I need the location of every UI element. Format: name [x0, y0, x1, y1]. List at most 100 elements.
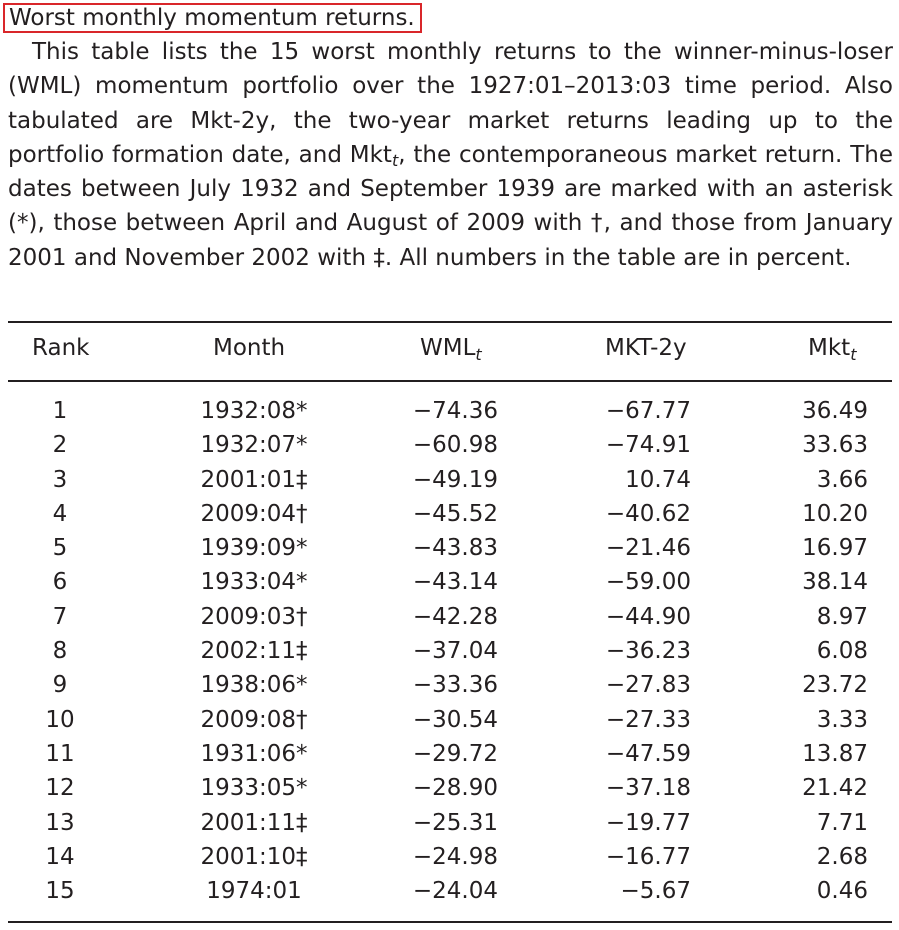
- cell-rank: 1: [52, 398, 68, 424]
- cell-wml: −43.14: [412, 569, 498, 596]
- header-mkt: Mktt: [808, 331, 856, 365]
- cell-mkt-2y: −40.62: [605, 500, 691, 527]
- cell-month: 1932:08*: [200, 398, 308, 424]
- cell-wml: −24.98: [412, 843, 498, 870]
- cell-wml: −42.28: [412, 603, 498, 630]
- table-row: 8 2002:11‡ −37.04 −36.23 6.08: [0, 634, 899, 668]
- cell-month: 1938:06*: [200, 672, 308, 699]
- cell-mkt: 8.97: [816, 603, 868, 630]
- cell-month: 2009:08†: [200, 706, 308, 733]
- table-row: 14 2001:10‡ −24.98 −16.77 2.68: [0, 840, 899, 874]
- cell-mkt: 16.97: [802, 535, 868, 562]
- cell-mkt-2y: −36.23: [605, 638, 691, 665]
- header-mkt-label: Mkt: [808, 335, 851, 361]
- cell-rank: 14: [45, 843, 75, 870]
- table-row: 9 1938:06* −33.36 −27.83 23.72: [0, 668, 899, 702]
- cell-mkt-2y: −37.18: [605, 775, 691, 802]
- table-bottom-rule: [8, 921, 892, 923]
- cell-wml: −43.83: [412, 535, 498, 562]
- header-mkt-2y: MKT-2y: [605, 335, 687, 361]
- header-wml: WMLt: [420, 331, 482, 365]
- cell-mkt-2y: −19.77: [605, 809, 691, 836]
- cell-wml: −37.04: [412, 638, 498, 665]
- cell-wml: −60.98: [412, 432, 498, 459]
- table-row: 10 2009:08† −30.54 −27.33 3.33: [0, 703, 899, 737]
- header-mkt-subscript: t: [850, 345, 857, 364]
- table-body: 1 1932:08* −74.36 −67.77 36.49 2 1932:07* −60.9…: [0, 394, 899, 908]
- caption-text-part-2: , the contemporaneous market return. The…: [8, 141, 893, 271]
- cell-month: 1931:06*: [200, 740, 308, 767]
- cell-month: 1939:09*: [200, 535, 308, 562]
- cell-wml: −49.19: [412, 466, 498, 493]
- cell-rank: 3: [52, 466, 68, 493]
- cell-mkt: 33.63: [802, 432, 868, 459]
- cell-rank: 5: [52, 535, 68, 562]
- cell-mkt-2y: −5.67: [620, 878, 691, 905]
- cell-rank: 6: [52, 569, 68, 596]
- cell-rank: 2: [52, 432, 68, 459]
- header-wml-label: WML: [420, 335, 476, 361]
- cell-rank: 11: [45, 740, 75, 767]
- cell-mkt-2y: −59.00: [605, 569, 691, 596]
- cell-rank: 8: [52, 638, 68, 665]
- cell-mkt-2y: −74.91: [605, 432, 691, 459]
- table-row: 2 1932:07* −60.98 −74.91 33.63: [0, 428, 899, 462]
- cell-rank: 9: [52, 672, 68, 699]
- table-row: 7 2009:03† −42.28 −44.90 8.97: [0, 600, 899, 634]
- caption-subscript: t: [391, 150, 399, 170]
- header-month: Month: [213, 335, 286, 361]
- table-row: 4 2009:04† −45.52 −40.62 10.20: [0, 497, 899, 531]
- cell-month: 1933:04*: [200, 569, 308, 596]
- cell-rank: 13: [45, 809, 75, 836]
- table-row: 6 1933:04* −43.14 −59.00 38.14: [0, 565, 899, 599]
- cell-wml: −25.31: [412, 809, 498, 836]
- table-row: 13 2001:11‡ −25.31 −19.77 7.71: [0, 806, 899, 840]
- table-caption-text: This table lists the 15 worst monthly re…: [8, 35, 893, 275]
- cell-mkt-2y: −27.33: [605, 706, 691, 733]
- table-header-rule: [8, 380, 892, 382]
- cell-mkt: 10.20: [802, 500, 868, 527]
- cell-month: 1974:01: [206, 878, 302, 905]
- table-caption-title: Worst monthly momentum returns.: [3, 3, 422, 33]
- cell-mkt-2y: −16.77: [605, 843, 691, 870]
- cell-month: 2009:03†: [200, 603, 308, 630]
- cell-wml: −24.04: [412, 878, 498, 905]
- table-row: 3 2001:01‡ −49.19 10.74 3.66: [0, 463, 899, 497]
- header-rank: Rank: [32, 335, 90, 361]
- cell-month: 2001:11‡: [200, 809, 308, 836]
- cell-mkt: 3.66: [816, 466, 868, 493]
- cell-wml: −30.54: [412, 706, 498, 733]
- cell-rank: 10: [45, 706, 75, 733]
- cell-wml: −29.72: [412, 740, 498, 767]
- cell-mkt: 36.49: [802, 398, 868, 424]
- cell-mkt-2y: −67.77: [605, 398, 691, 424]
- table-top-rule: [8, 321, 892, 323]
- cell-rank: 7: [52, 603, 68, 630]
- cell-month: 1932:07*: [200, 432, 308, 459]
- cell-mkt: 2.68: [816, 843, 868, 870]
- cell-mkt: 3.33: [816, 706, 868, 733]
- cell-mkt-2y: −21.46: [605, 535, 691, 562]
- cell-wml: −28.90: [412, 775, 498, 802]
- cell-mkt: 6.08: [816, 638, 868, 665]
- cell-mkt-2y: −47.59: [605, 740, 691, 767]
- cell-wml: −45.52: [412, 500, 498, 527]
- cell-rank: 4: [52, 500, 68, 527]
- cell-mkt: 21.42: [802, 775, 868, 802]
- table-row: 1 1932:08* −74.36 −67.77 36.49: [0, 394, 899, 428]
- table-row: 12 1933:05* −28.90 −37.18 21.42: [0, 771, 899, 805]
- cell-mkt: 13.87: [802, 740, 868, 767]
- cell-mkt: 38.14: [802, 569, 868, 596]
- table-row: 15 1974:01 −24.04 −5.67 0.46: [0, 874, 899, 908]
- cell-month: 2002:11‡: [200, 638, 308, 665]
- cell-mkt-2y: −27.83: [605, 672, 691, 699]
- table-row: 5 1939:09* −43.83 −21.46 16.97: [0, 531, 899, 565]
- cell-month: 2001:01‡: [200, 466, 308, 493]
- cell-mkt-2y: −44.90: [605, 603, 691, 630]
- cell-rank: 15: [45, 878, 75, 905]
- cell-mkt: 0.46: [816, 878, 868, 905]
- cell-rank: 12: [45, 775, 75, 802]
- table-row: 11 1931:06* −29.72 −47.59 13.87: [0, 737, 899, 771]
- cell-wml: −74.36: [412, 398, 498, 424]
- cell-month: 2009:04†: [200, 500, 308, 527]
